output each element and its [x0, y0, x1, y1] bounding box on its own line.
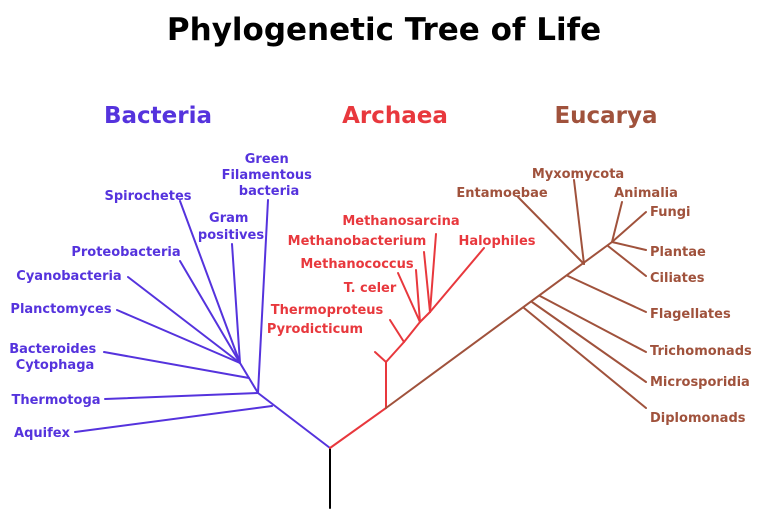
bacteria-labels: Green Filamentous bacteria Spirochetes G…: [9, 152, 317, 441]
taxon-label-diplomonads: Diplomonads: [650, 411, 746, 426]
branch-bacteroides: [103, 351, 250, 379]
archaea-upper-3: [419, 311, 431, 323]
branch-ciliates: [607, 245, 647, 277]
taxon-label-trichomonads: Trichomonads: [650, 344, 752, 359]
taxon-label-pyrodicticum: Pyrodicticum: [267, 322, 363, 337]
taxon-label-fungi: Fungi: [650, 205, 691, 220]
domain-label-eucarya: Eucarya: [554, 103, 657, 129]
branch-cyanobacteria: [127, 276, 241, 364]
branch-flagellates: [567, 275, 647, 313]
bacteria-inner-stem: [248, 377, 259, 394]
branch-methanobacterium: [423, 251, 431, 313]
taxon-label-methanobacterium: Methanobacterium: [288, 234, 427, 249]
branch-methanococcus-a: [415, 269, 421, 323]
taxon-label-halophiles: Halophiles: [458, 234, 535, 249]
branch-planctomyces: [116, 309, 241, 364]
branch-thermotoga: [104, 392, 259, 400]
branch-fungi: [611, 211, 647, 243]
taxon-label-cyanobacteria: Cyanobacteria: [16, 269, 121, 284]
branch-green-filamentous: [257, 199, 269, 394]
taxon-label-thermoproteus: Thermoproteus: [271, 303, 384, 318]
taxon-label-spirochetes: Spirochetes: [104, 189, 191, 204]
archaea-upper-2: [403, 321, 421, 343]
diagram-title: Phylogenetic Tree of Life: [167, 12, 601, 48]
archaea-labels: Methanosarcina Methanobacterium Halophil…: [267, 214, 536, 337]
taxon-label-methanococcus: Methanococcus: [300, 257, 413, 272]
archaea-branches: [329, 233, 485, 449]
taxon-label-flagellates: Flagellates: [650, 307, 731, 322]
branch-trichomonads: [539, 295, 647, 353]
domain-label-bacteria: Bacteria: [104, 103, 212, 129]
archaea-upper: [385, 341, 405, 363]
branch-halophiles: [429, 247, 485, 313]
branch-pyrodicticum: [374, 351, 387, 363]
branch-thermoproteus: [389, 319, 405, 343]
branch-microsporidia: [531, 301, 647, 383]
taxon-label-animalia: Animalia: [614, 186, 678, 201]
taxon-label-thermotoga: Thermotoga: [11, 393, 100, 408]
branch-proteobacteria: [179, 260, 241, 364]
taxon-label-green-filamentous-bacteria: Green Filamentous bacteria: [222, 152, 317, 199]
eucarya-branches: [385, 179, 647, 409]
taxon-label-ciliates: Ciliates: [650, 271, 705, 286]
bacteria-stem: [257, 392, 331, 449]
branch-entamoebae: [517, 196, 585, 265]
branch-spirochetes: [179, 200, 241, 364]
taxon-label-proteobacteria: Proteobacteria: [71, 245, 180, 260]
taxon-label-bacteroides-cytophaga: Bacteroides Cytophaga: [9, 342, 101, 373]
taxon-label-t-celer: T. celer: [344, 281, 397, 296]
domain-label-archaea: Archaea: [342, 103, 448, 129]
taxon-label-gram-positives: Gram positives: [198, 211, 264, 243]
branch-gram-positives: [231, 243, 241, 364]
branch-plantae: [611, 241, 647, 251]
taxon-label-methanosarcina: Methanosarcina: [342, 214, 459, 229]
eucarya-labels: Myxomycota Entamoebae Animalia Fungi Pla…: [456, 167, 752, 426]
taxon-label-planctomyces: Planctomyces: [10, 302, 111, 317]
branch-aquifex: [74, 405, 273, 433]
branch-myxomycota: [573, 179, 585, 265]
bacteria-inner-stem-2: [239, 362, 250, 379]
taxon-label-aquifex: Aquifex: [14, 426, 71, 441]
branch-diplomonads: [523, 307, 647, 409]
bacteria-branches: [74, 199, 331, 449]
branch-methanosarcina: [429, 233, 437, 313]
branch-t-celer: [397, 272, 421, 323]
archaea-stem: [329, 407, 387, 449]
taxon-label-entamoebae: Entamoebae: [456, 186, 547, 201]
taxon-label-microsporidia: Microsporidia: [650, 375, 750, 390]
branch-animalia: [611, 201, 623, 243]
taxon-label-plantae: Plantae: [650, 245, 706, 260]
eucarya-stem: [385, 241, 613, 409]
taxon-label-myxomycota: Myxomycota: [532, 167, 624, 182]
